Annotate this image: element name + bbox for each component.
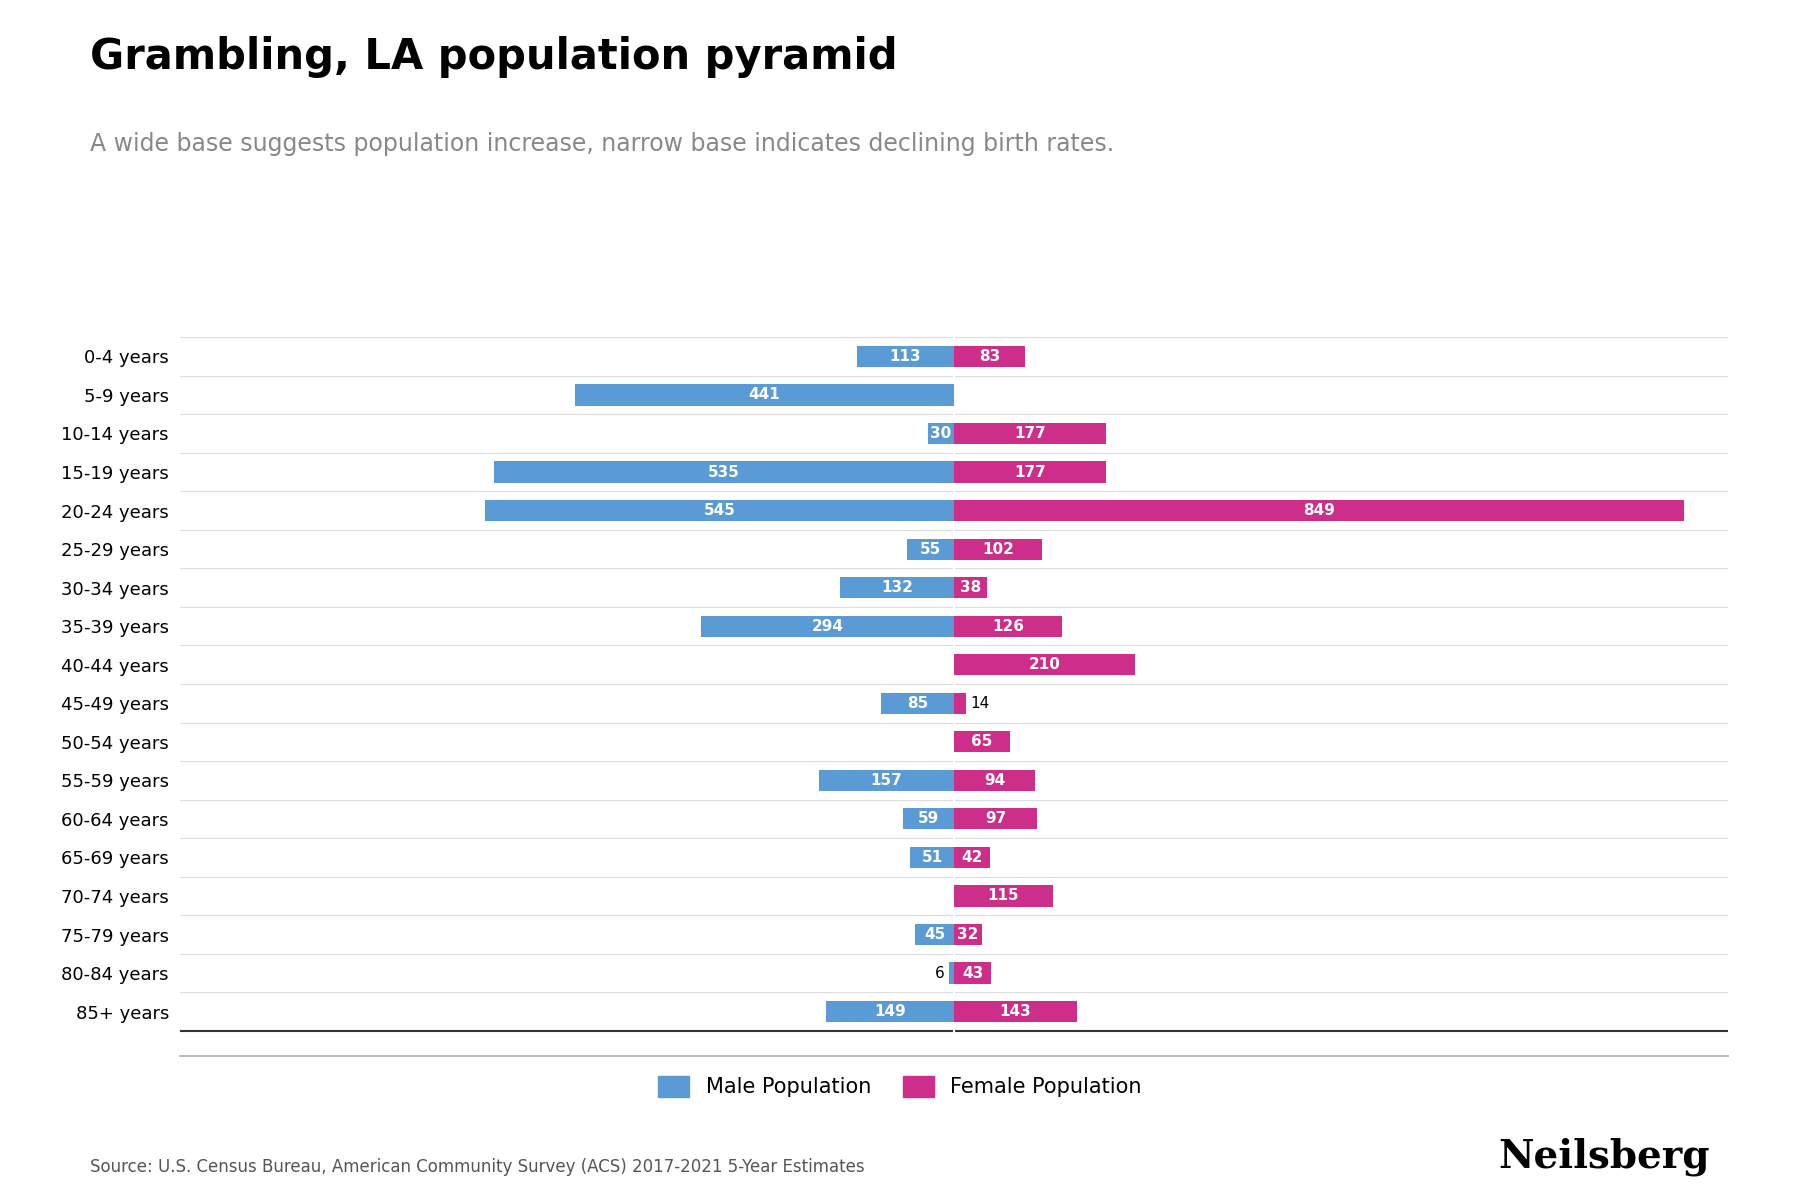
Text: 545: 545 [704,503,736,518]
Bar [493,462,954,482]
Bar [880,692,954,714]
Text: 149: 149 [875,1004,905,1019]
Text: 32: 32 [958,928,979,942]
Bar [954,616,1062,637]
Text: Source: U.S. Census Bureau, American Community Survey (ACS) 2017-2021 5-Year Est: Source: U.S. Census Bureau, American Com… [90,1158,864,1176]
Text: 14: 14 [970,696,990,710]
Text: 97: 97 [985,811,1006,827]
Text: 43: 43 [961,966,983,980]
Bar [914,924,954,946]
Text: Neilsberg: Neilsberg [1498,1138,1710,1176]
Text: 113: 113 [889,349,922,364]
Text: 210: 210 [1028,658,1060,672]
Bar [954,500,1685,521]
Text: 42: 42 [961,850,983,865]
Text: 38: 38 [959,580,981,595]
Text: 59: 59 [918,811,940,827]
Bar [907,539,954,559]
Bar [954,924,981,946]
Text: 126: 126 [992,619,1024,634]
Bar [954,809,1037,829]
Bar [702,616,954,637]
Text: 132: 132 [882,580,913,595]
Text: 65: 65 [972,734,992,749]
Bar [954,886,1053,906]
Bar [954,692,967,714]
Text: 85: 85 [907,696,929,710]
Bar [826,1001,954,1022]
Text: 177: 177 [1013,464,1046,480]
Text: 51: 51 [922,850,943,865]
Bar [857,346,954,367]
Bar [929,422,954,444]
Text: Grambling, LA population pyramid: Grambling, LA population pyramid [90,36,898,78]
Bar [574,384,954,406]
Text: 115: 115 [988,888,1019,904]
Text: 157: 157 [871,773,902,788]
Bar [904,809,954,829]
Text: 6: 6 [934,966,945,980]
Text: 849: 849 [1303,503,1336,518]
Bar [954,731,1010,752]
Bar [954,346,1026,367]
Bar [954,769,1035,791]
Bar [954,962,992,984]
Text: 94: 94 [985,773,1004,788]
Bar [954,422,1107,444]
Legend: Male Population, Female Population: Male Population, Female Population [650,1067,1150,1105]
Bar [954,539,1042,559]
Bar [841,577,954,599]
Text: 441: 441 [749,388,779,402]
Bar [954,847,990,868]
Bar [911,847,954,868]
Bar [486,500,954,521]
Bar [949,962,954,984]
Text: 83: 83 [979,349,1001,364]
Bar [819,769,954,791]
Text: 30: 30 [931,426,952,440]
Text: A wide base suggests population increase, narrow base indicates declining birth : A wide base suggests population increase… [90,132,1114,156]
Text: 45: 45 [923,928,945,942]
Text: 55: 55 [920,541,941,557]
Text: 102: 102 [983,541,1013,557]
Text: 143: 143 [999,1004,1031,1019]
Text: 294: 294 [812,619,844,634]
Bar [954,1001,1076,1022]
Bar [954,462,1107,482]
Bar [954,654,1134,676]
Text: 535: 535 [707,464,740,480]
Text: 177: 177 [1013,426,1046,440]
Bar [954,577,986,599]
